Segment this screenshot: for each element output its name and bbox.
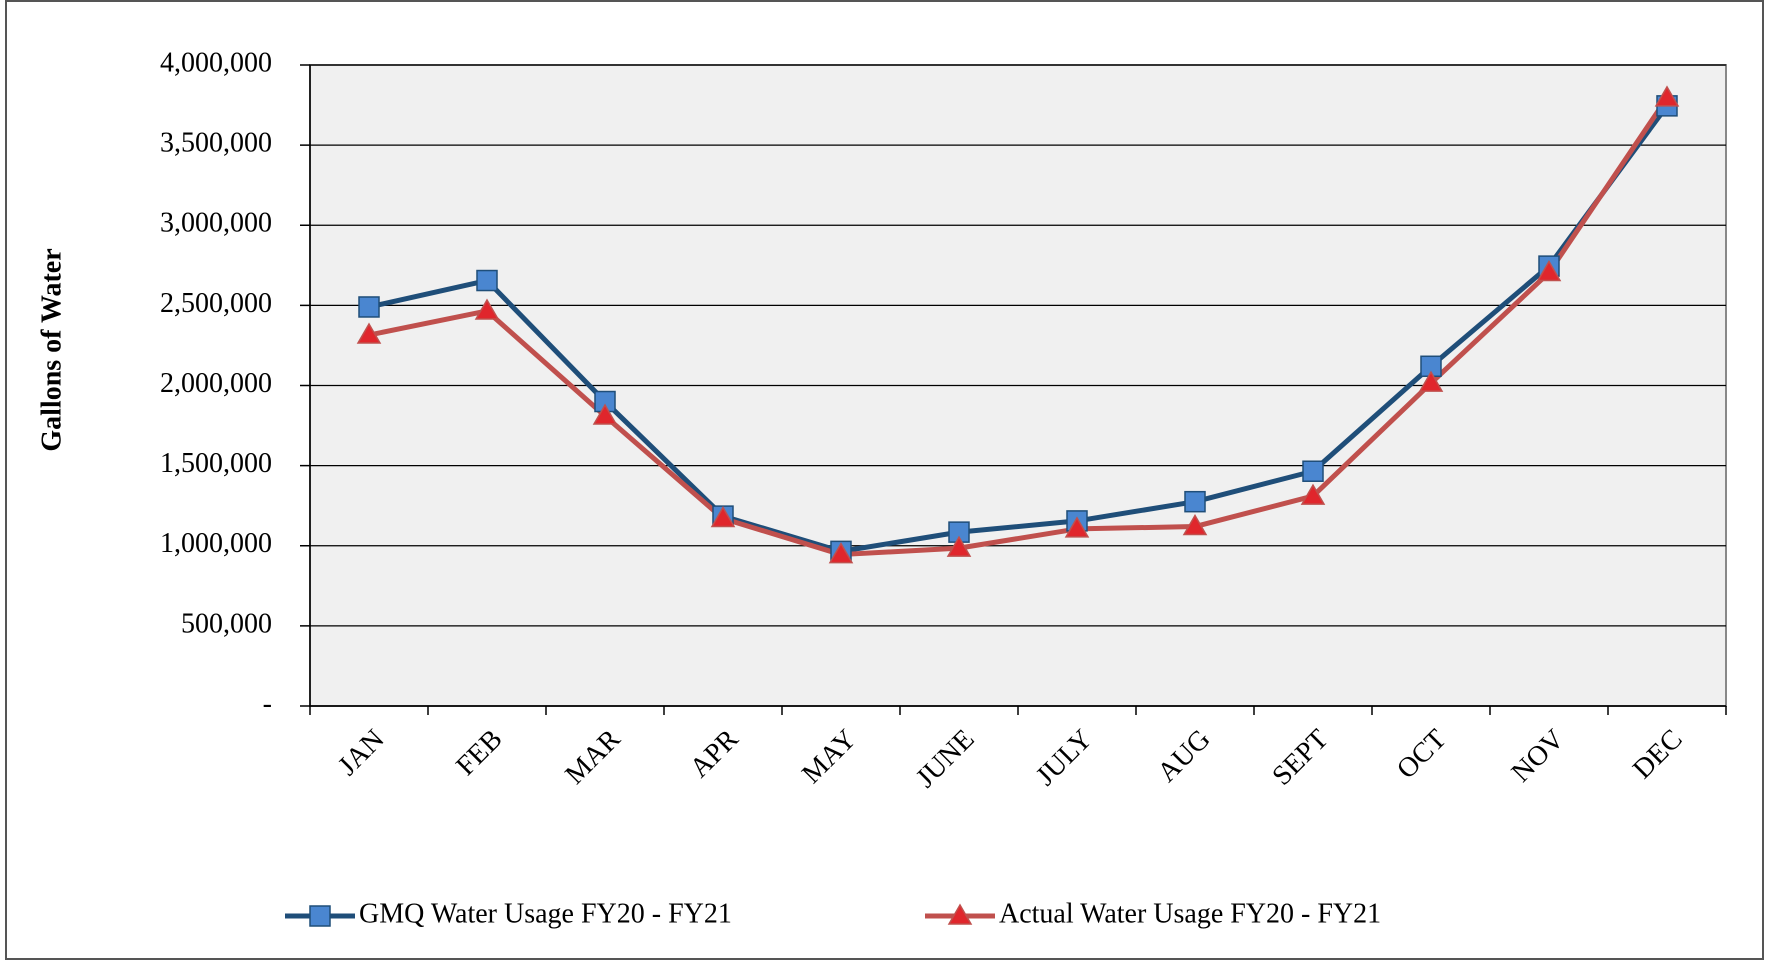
legend-marker xyxy=(947,903,973,925)
y-axis-label: Gallons of Water xyxy=(36,248,67,451)
marker xyxy=(1182,514,1208,536)
marker xyxy=(1654,85,1680,107)
legend-label: Actual Water Usage FY20 - FY21 xyxy=(999,898,1381,929)
marker xyxy=(358,296,380,318)
marker xyxy=(710,506,736,528)
y-tick-label: 2,000,000 xyxy=(160,368,272,399)
y-tick-label: 500,000 xyxy=(181,608,272,639)
marker xyxy=(1536,260,1562,282)
series-line xyxy=(368,96,1670,558)
series-line xyxy=(368,104,1670,554)
marker xyxy=(356,322,382,344)
marker xyxy=(946,535,972,557)
legend-marker xyxy=(309,905,331,927)
y-tick-label: 2,500,000 xyxy=(160,288,272,319)
y-tick-label: 3,500,000 xyxy=(160,128,272,159)
marker xyxy=(592,403,618,425)
y-tick-label: 3,000,000 xyxy=(160,208,272,239)
y-tick-label: 1,500,000 xyxy=(160,448,272,479)
marker xyxy=(1064,516,1090,538)
marker xyxy=(1184,490,1206,513)
marker xyxy=(828,542,854,564)
y-tick-label: 4,000,000 xyxy=(160,47,272,78)
marker xyxy=(474,298,500,320)
marker xyxy=(1418,370,1444,392)
legend-label: GMQ Water Usage FY20 - FY21 xyxy=(359,898,732,929)
y-tick-label: 1,000,000 xyxy=(160,528,272,559)
y-tick-label: - xyxy=(263,688,272,719)
marker xyxy=(1302,460,1324,482)
marker xyxy=(476,269,498,292)
marker xyxy=(1300,483,1326,505)
